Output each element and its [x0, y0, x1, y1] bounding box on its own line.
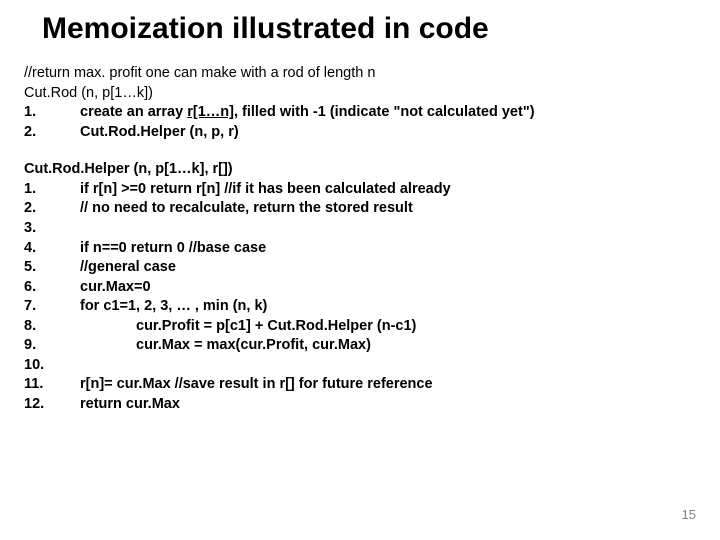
code-text: Cut.Rod.Helper (n, p, r): [80, 123, 239, 143]
code-lines-container: 1.if r[n] >=0 return r[n] //if it has be…: [24, 180, 696, 415]
code-line: 5.//general case: [24, 258, 696, 278]
code-line: 1.if r[n] >=0 return r[n] //if it has be…: [24, 180, 696, 200]
slide-title: Memoization illustrated in code: [42, 12, 696, 46]
code-block-1: //return max. profit one can make with a…: [24, 64, 696, 142]
comment-line: //return max. profit one can make with a…: [24, 64, 696, 84]
code-line: 12.return cur.Max: [24, 395, 696, 415]
code-text: return cur.Max: [80, 395, 180, 415]
line-number: 12.: [24, 395, 80, 415]
code-line: 1. create an array r[1…n], filled with -…: [24, 103, 696, 123]
code-line: 4.if n==0 return 0 //base case: [24, 239, 696, 259]
function-signature: Cut.Rod (n, p[1…k]): [24, 84, 696, 104]
code-text: for c1=1, 2, 3, … , min (n, k): [80, 297, 267, 317]
line-number: 2.: [24, 199, 80, 219]
code-block-2: Cut.Rod.Helper (n, p[1…k], r[]) 1.if r[n…: [24, 160, 696, 414]
line-number: 6.: [24, 278, 80, 298]
code-line: 7.for c1=1, 2, 3, … , min (n, k): [24, 297, 696, 317]
page-number: 15: [682, 507, 696, 522]
line-number: 1.: [24, 180, 80, 200]
code-text: cur.Profit = p[c1] + Cut.Rod.Helper (n-c…: [80, 317, 416, 337]
code-text: cur.Max = max(cur.Profit, cur.Max): [80, 336, 371, 356]
line-number: 8.: [24, 317, 80, 337]
code-text: if n==0 return 0 //base case: [80, 239, 266, 259]
function-signature: Cut.Rod.Helper (n, p[1…k], r[]): [24, 160, 696, 180]
code-line: 6.cur.Max=0: [24, 278, 696, 298]
code-line: 9.cur.Max = max(cur.Profit, cur.Max): [24, 336, 696, 356]
code-text: // no need to recalculate, return the st…: [80, 199, 413, 219]
code-text: r[n]= cur.Max //save result in r[] for f…: [80, 375, 433, 395]
slide: Memoization illustrated in code //return…: [0, 0, 720, 540]
code-text: cur.Max=0: [80, 278, 151, 298]
line-number: 7.: [24, 297, 80, 317]
line-number: 11.: [24, 375, 80, 395]
line-number: 10.: [24, 356, 80, 376]
code-line: 2. // no need to recalculate, return the…: [24, 199, 696, 219]
line-number: 9.: [24, 336, 80, 356]
code-line: 10.: [24, 356, 696, 376]
code-line: 3.: [24, 219, 696, 239]
code-text: if r[n] >=0 return r[n] //if it has been…: [80, 180, 451, 200]
code-text: //general case: [80, 258, 176, 278]
code-line: 8.cur.Profit = p[c1] + Cut.Rod.Helper (n…: [24, 317, 696, 337]
code-line: 2. Cut.Rod.Helper (n, p, r): [24, 123, 696, 143]
line-number: 2.: [24, 123, 80, 143]
code-text: create an array r[1…n], filled with -1 (…: [80, 103, 535, 123]
spacer: [24, 142, 696, 160]
line-number: 4.: [24, 239, 80, 259]
line-number: 3.: [24, 219, 80, 239]
line-number: 5.: [24, 258, 80, 278]
code-line: 11.r[n]= cur.Max //save result in r[] fo…: [24, 375, 696, 395]
line-number: 1.: [24, 103, 80, 123]
